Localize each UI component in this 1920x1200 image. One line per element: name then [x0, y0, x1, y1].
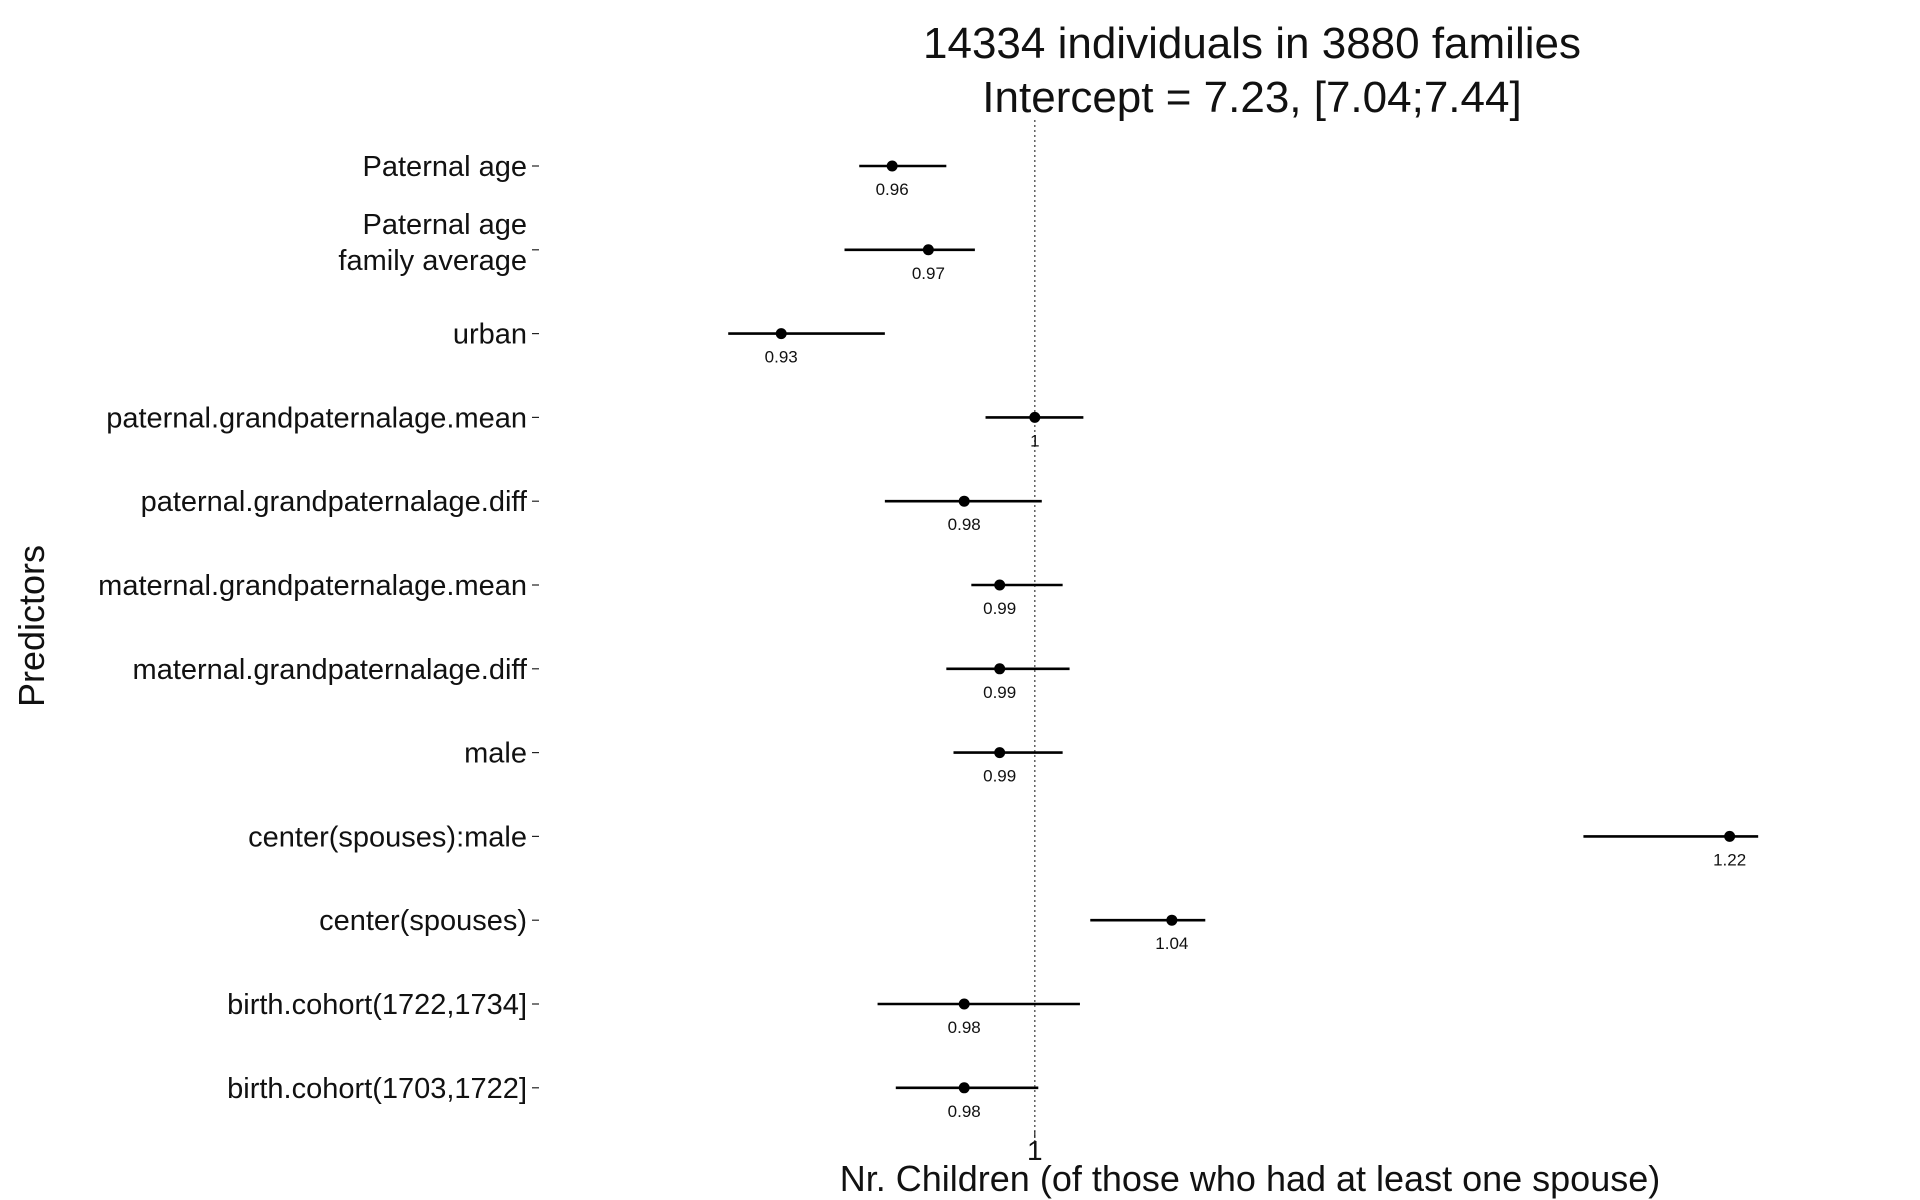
predictor-row: Paternal age 0.96 — [363, 151, 947, 199]
y-tick-label: maternal.grandpaternalage.diff — [133, 654, 528, 686]
y-tick-label: paternal.grandpaternalage.mean — [106, 402, 527, 434]
y-tick-label: paternal.grandpaternalage.diff — [141, 486, 528, 518]
predictor-row: maternal.grandpaternalage.mean 0.99 — [98, 570, 1063, 618]
estimate-point — [994, 579, 1006, 591]
title-line-2: Intercept = 7.23, [7.04;7.44] — [982, 73, 1521, 122]
predictor-row: male 0.99 — [464, 738, 1063, 786]
estimate-label: 1.04 — [1155, 934, 1188, 953]
predictor-row: center(spouses) 1.04 — [319, 905, 1206, 953]
estimate-point — [1166, 914, 1178, 926]
y-tick-label: maternal.grandpaternalage.mean — [98, 570, 527, 602]
y-tick-label: family average — [338, 245, 527, 277]
estimate-point — [775, 328, 787, 340]
y-tick-label: male — [464, 738, 527, 770]
predictor-row: maternal.grandpaternalage.diff 0.99 — [133, 654, 1070, 702]
predictor-row: center(spouses):male 1.22 — [248, 821, 1759, 869]
estimate-label: 0.93 — [765, 348, 798, 367]
x-axis: 1 — [1027, 1131, 1043, 1166]
y-axis-title: Predictors — [11, 545, 52, 707]
estimate-label: 0.99 — [983, 599, 1016, 618]
estimate-label: 0.98 — [948, 515, 981, 534]
estimate-point — [886, 160, 898, 172]
predictor-row: Paternal age family average 0.97 — [338, 209, 975, 283]
estimate-point — [958, 998, 970, 1010]
estimate-label: 1.22 — [1713, 850, 1746, 869]
estimate-point — [1724, 830, 1736, 842]
y-tick-label: center(spouses):male — [248, 821, 527, 853]
predictor-row: birth.cohort(1703,1722] 0.98 — [227, 1073, 1039, 1121]
chart-title: 14334 individuals in 3880 families Inter… — [923, 19, 1581, 122]
y-tick-label: Paternal age — [363, 151, 527, 183]
plot-area: Paternal age 0.96 Paternal age family avera… — [98, 120, 1759, 1150]
estimate-label: 0.97 — [912, 264, 945, 283]
y-tick-label: Paternal age — [363, 209, 527, 241]
predictor-row: paternal.grandpaternalage.mean 1 — [106, 402, 1084, 450]
estimate-point — [958, 495, 970, 507]
estimate-label: 0.98 — [948, 1018, 981, 1037]
estimate-label: 1 — [1030, 431, 1039, 450]
estimate-point — [994, 663, 1006, 675]
estimate-point — [922, 244, 934, 256]
estimate-point — [1029, 411, 1041, 423]
estimate-point — [994, 747, 1006, 759]
predictor-row: urban 0.93 — [453, 319, 885, 367]
x-axis-title: Nr. Children (of those who had at least … — [840, 1158, 1660, 1199]
estimate-label: 0.98 — [948, 1102, 981, 1121]
y-tick-label: urban — [453, 319, 527, 351]
y-tick-label: center(spouses) — [319, 905, 527, 937]
title-line-1: 14334 individuals in 3880 families — [923, 19, 1581, 68]
estimate-label: 0.99 — [983, 683, 1016, 702]
estimate-point — [958, 1082, 970, 1094]
y-tick-label: birth.cohort(1722,1734] — [227, 989, 527, 1021]
estimate-label: 0.99 — [983, 767, 1016, 786]
y-tick-label: birth.cohort(1703,1722] — [227, 1073, 527, 1105]
estimate-label: 0.96 — [876, 180, 909, 199]
predictor-row: paternal.grandpaternalage.diff 0.98 — [141, 486, 1042, 534]
x-tick-label: 1 — [1027, 1135, 1043, 1166]
predictor-row: birth.cohort(1722,1734] 0.98 — [227, 989, 1080, 1037]
